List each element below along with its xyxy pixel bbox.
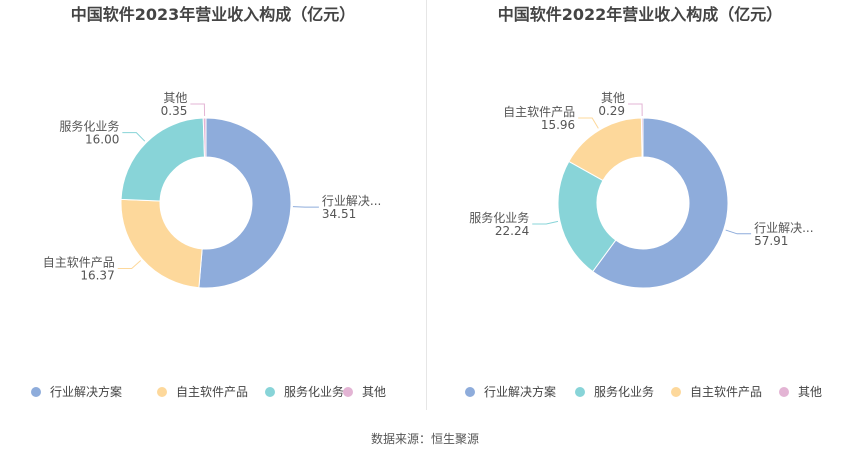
slice-1[interactable] [592,117,729,289]
legend-marker [671,387,681,397]
slice-value-label: 15.96 [541,118,575,132]
legend-item[interactable]: 服务化业务 [265,384,344,399]
legend-item[interactable]: 服务化业务 [575,384,654,399]
legend-item[interactable]: 其他 [779,385,822,399]
slice-name-label: 服务化业务 [59,119,119,134]
legend-marker [779,387,789,397]
legend-marker [465,387,475,397]
donut-chart-1: 中国软件2023年营业收入构成（亿元）行业解决...34.51自主软件产品16.… [31,5,386,399]
legend-label: 自主软件产品 [176,385,248,399]
chart-title: 中国软件2023年营业收入构成（亿元） [71,5,356,24]
panel-divider [426,0,427,410]
source-note: 数据来源：恒生聚源 [370,432,479,446]
legend-item[interactable]: 自主软件产品 [157,385,248,399]
slice-3[interactable] [120,117,206,202]
slice-name-label: 行业解决... [754,221,813,235]
legend-label: 自主软件产品 [690,385,762,399]
legend-marker [265,387,275,397]
slice-value-label: 0.29 [598,104,625,118]
leader-line [292,206,319,208]
slice-name-label: 服务化业务 [469,210,529,225]
chart-title: 中国软件2022年营业收入构成（亿元） [498,5,783,24]
slice-value-label: 16.37 [80,268,114,282]
slice-4[interactable] [640,117,644,158]
leader-line [725,229,752,235]
slice-name-label: 其他 [163,91,187,105]
legend-marker [157,387,167,397]
slice-value-label: 57.91 [754,234,788,248]
leader-line [578,117,599,129]
slice-value-label: 34.51 [322,207,356,221]
slice-value-label: 0.35 [161,104,188,118]
legend-item[interactable]: 自主软件产品 [671,385,762,399]
slice-name-label: 自主软件产品 [503,105,575,119]
slice-2[interactable] [557,160,617,273]
slice-name-label: 行业解决... [322,194,381,208]
slice-value-label: 16.00 [85,133,119,147]
slice-value-label: 22.24 [495,224,529,238]
leader-line [628,103,643,117]
slice-1[interactable] [198,117,292,289]
legend-label: 行业解决方案 [50,384,122,399]
legend-label: 服务化业务 [594,384,654,399]
legend-label: 其他 [362,385,386,399]
leader-line [190,103,206,117]
leader-line [117,260,142,269]
leader-line [122,132,146,142]
legend-item[interactable]: 其他 [343,385,386,399]
legend-marker [343,387,353,397]
slice-2[interactable] [120,198,203,289]
legend-item[interactable]: 行业解决方案 [31,384,122,399]
legend-label: 行业解决方案 [484,384,556,399]
slice-name-label: 其他 [601,91,625,105]
legend-label: 其他 [798,385,822,399]
legend-item[interactable]: 行业解决方案 [465,384,556,399]
donut-chart-2: 中国软件2022年营业收入构成（亿元）行业解决...57.91服务化业务22.2… [465,5,822,399]
leader-line [532,220,559,225]
legend-marker [31,387,41,397]
legend-label: 服务化业务 [284,384,344,399]
slice-name-label: 自主软件产品 [43,255,115,269]
legend-marker [575,387,585,397]
slice-4[interactable] [202,117,207,158]
